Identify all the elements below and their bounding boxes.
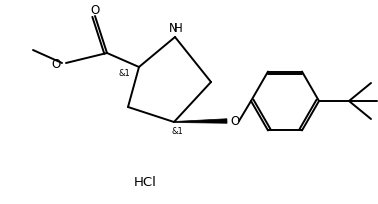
Text: &1: &1 [118, 69, 130, 78]
Text: O: O [52, 57, 61, 70]
Text: O: O [90, 4, 100, 17]
Text: O: O [230, 115, 240, 128]
Text: H: H [174, 22, 182, 35]
Text: HCl: HCl [133, 176, 156, 188]
Polygon shape [174, 119, 227, 124]
Text: &1: &1 [172, 126, 184, 135]
Text: N: N [169, 22, 177, 35]
